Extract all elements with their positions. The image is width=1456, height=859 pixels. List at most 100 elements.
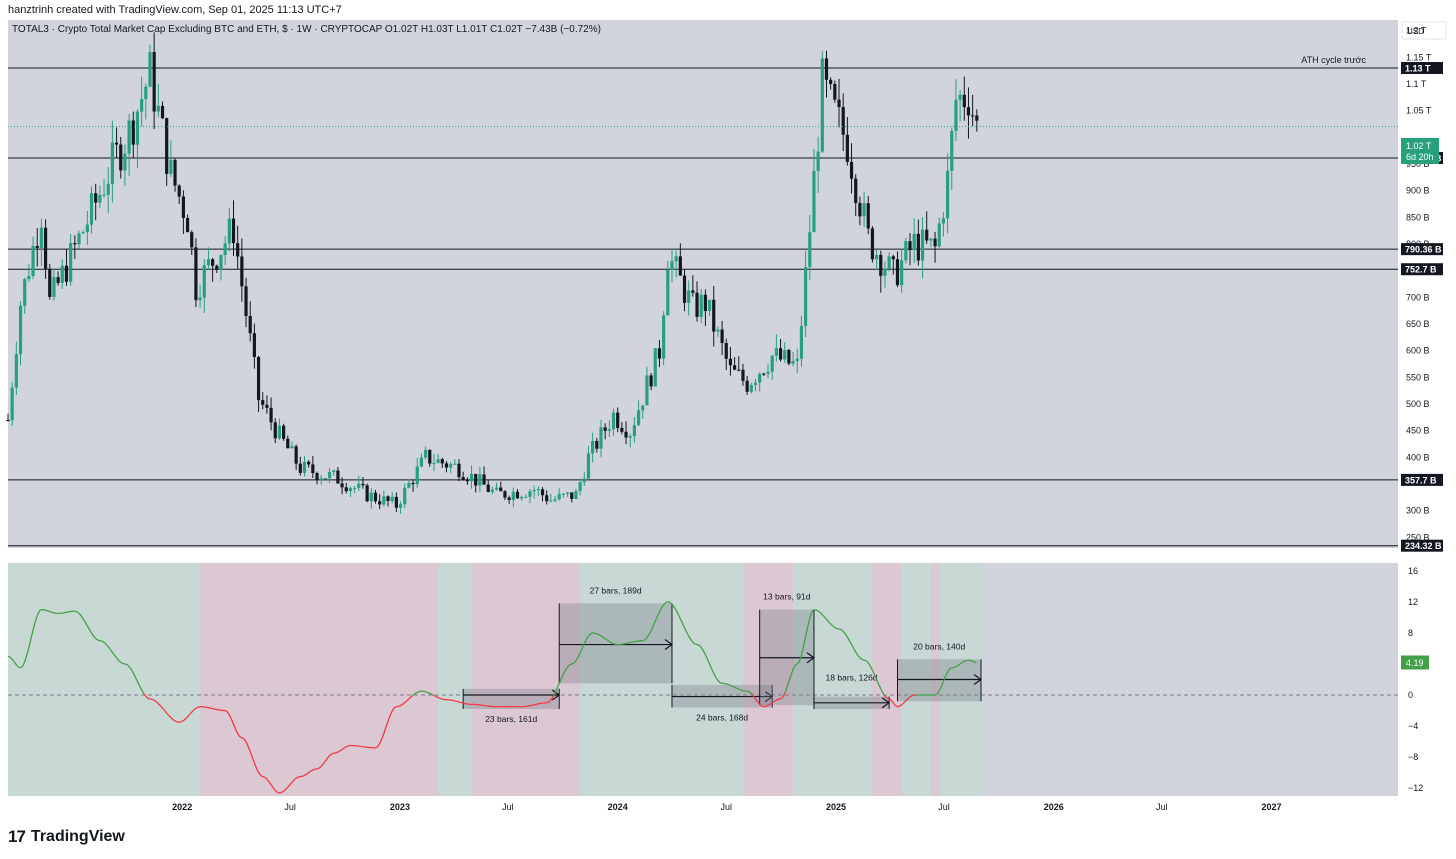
- candle-body[interactable]: [875, 254, 879, 260]
- candle-body[interactable]: [745, 380, 749, 392]
- candle-body[interactable]: [883, 268, 887, 276]
- candle-body[interactable]: [73, 243, 77, 245]
- candle-body[interactable]: [394, 496, 398, 508]
- candle-body[interactable]: [106, 183, 110, 195]
- candle-body[interactable]: [202, 265, 206, 298]
- candle-body[interactable]: [453, 463, 457, 465]
- candle-body[interactable]: [703, 294, 707, 311]
- candle-body[interactable]: [282, 425, 286, 439]
- candle-body[interactable]: [561, 493, 566, 495]
- candle-body[interactable]: [891, 256, 895, 260]
- candle-body[interactable]: [219, 255, 223, 270]
- candle-body[interactable]: [474, 473, 478, 486]
- tradingview-brand[interactable]: 17 TradingView: [8, 827, 125, 847]
- candle-body[interactable]: [707, 299, 712, 311]
- candle-body[interactable]: [795, 358, 799, 362]
- candle-body[interactable]: [674, 256, 678, 262]
- candle-body[interactable]: [6, 420, 10, 421]
- candle-body[interactable]: [89, 193, 94, 225]
- candle-body[interactable]: [378, 501, 382, 505]
- candle-body[interactable]: [465, 479, 469, 482]
- candle-body[interactable]: [628, 436, 632, 438]
- candle-body[interactable]: [294, 446, 298, 464]
- candle-body[interactable]: [858, 202, 862, 217]
- candle-body[interactable]: [549, 500, 553, 502]
- candle-body[interactable]: [486, 484, 490, 492]
- candle-body[interactable]: [423, 449, 428, 458]
- candle-body[interactable]: [185, 217, 190, 233]
- candle-body[interactable]: [77, 233, 81, 245]
- candle-body[interactable]: [762, 373, 766, 375]
- candle-body[interactable]: [27, 276, 31, 280]
- candle-body[interactable]: [110, 142, 114, 184]
- candle-body[interactable]: [904, 241, 908, 261]
- measure-box[interactable]: 18 bars, 126d: [813, 673, 891, 710]
- candle-body[interactable]: [666, 269, 670, 316]
- candle-body[interactable]: [223, 243, 227, 256]
- candle-body[interactable]: [586, 453, 591, 479]
- candle-body[interactable]: [39, 227, 44, 248]
- candle-body[interactable]: [482, 474, 486, 485]
- candle-body[interactable]: [469, 473, 474, 482]
- candle-body[interactable]: [373, 492, 378, 502]
- candle-body[interactable]: [407, 482, 411, 488]
- candle-body[interactable]: [23, 279, 27, 306]
- candle-body[interactable]: [749, 384, 753, 392]
- candle-body[interactable]: [390, 496, 394, 501]
- candle-body[interactable]: [327, 472, 332, 479]
- candle-body[interactable]: [444, 463, 449, 468]
- candle-body[interactable]: [244, 286, 248, 317]
- candle-body[interactable]: [269, 407, 273, 423]
- candle-body[interactable]: [582, 478, 586, 483]
- candle-body[interactable]: [240, 256, 244, 287]
- candle-body[interactable]: [540, 489, 545, 496]
- candle-body[interactable]: [160, 105, 165, 119]
- candle-body[interactable]: [428, 449, 432, 464]
- candle-body[interactable]: [787, 349, 791, 364]
- candle-body[interactable]: [369, 492, 373, 502]
- candle-body[interactable]: [824, 58, 829, 80]
- candle-body[interactable]: [490, 489, 495, 492]
- candle-body[interactable]: [432, 462, 436, 464]
- candle-body[interactable]: [60, 265, 64, 283]
- candle-body[interactable]: [127, 120, 131, 154]
- candle-body[interactable]: [227, 218, 231, 244]
- candle-body[interactable]: [277, 425, 282, 439]
- candle-body[interactable]: [348, 488, 353, 492]
- candle-body[interactable]: [411, 482, 415, 485]
- candle-body[interactable]: [975, 115, 979, 121]
- candle-body[interactable]: [307, 461, 311, 465]
- candle-body[interactable]: [649, 375, 653, 387]
- candle-body[interactable]: [636, 410, 641, 426]
- candle-body[interactable]: [966, 107, 971, 116]
- candle-body[interactable]: [119, 144, 123, 171]
- candle-body[interactable]: [81, 232, 85, 234]
- candle-body[interactable]: [565, 492, 570, 494]
- candle-body[interactable]: [31, 245, 35, 277]
- candle-body[interactable]: [678, 256, 682, 276]
- candle-body[interactable]: [323, 478, 327, 480]
- candle-body[interactable]: [699, 294, 703, 317]
- candle-body[interactable]: [478, 474, 482, 486]
- candle-body[interactable]: [449, 464, 453, 468]
- candle-body[interactable]: [616, 412, 620, 428]
- candle-body[interactable]: [808, 232, 812, 268]
- measure-box[interactable]: 20 bars, 140d: [896, 641, 983, 702]
- candle-body[interactable]: [173, 159, 177, 186]
- candle-body[interactable]: [553, 499, 557, 501]
- candle-body[interactable]: [862, 203, 866, 217]
- candle-body[interactable]: [206, 259, 211, 266]
- candle-body[interactable]: [520, 496, 524, 499]
- candle-body[interactable]: [758, 373, 762, 383]
- candle-body[interactable]: [657, 348, 662, 359]
- candle-body[interactable]: [114, 142, 119, 145]
- candle-body[interactable]: [933, 238, 937, 247]
- candle-body[interactable]: [461, 477, 465, 480]
- candle-body[interactable]: [820, 58, 824, 152]
- candle-body[interactable]: [937, 223, 941, 247]
- candle-body[interactable]: [94, 193, 98, 203]
- candle-body[interactable]: [211, 259, 215, 266]
- candle-body[interactable]: [156, 105, 160, 112]
- candle-body[interactable]: [511, 491, 515, 500]
- candle-body[interactable]: [833, 84, 837, 100]
